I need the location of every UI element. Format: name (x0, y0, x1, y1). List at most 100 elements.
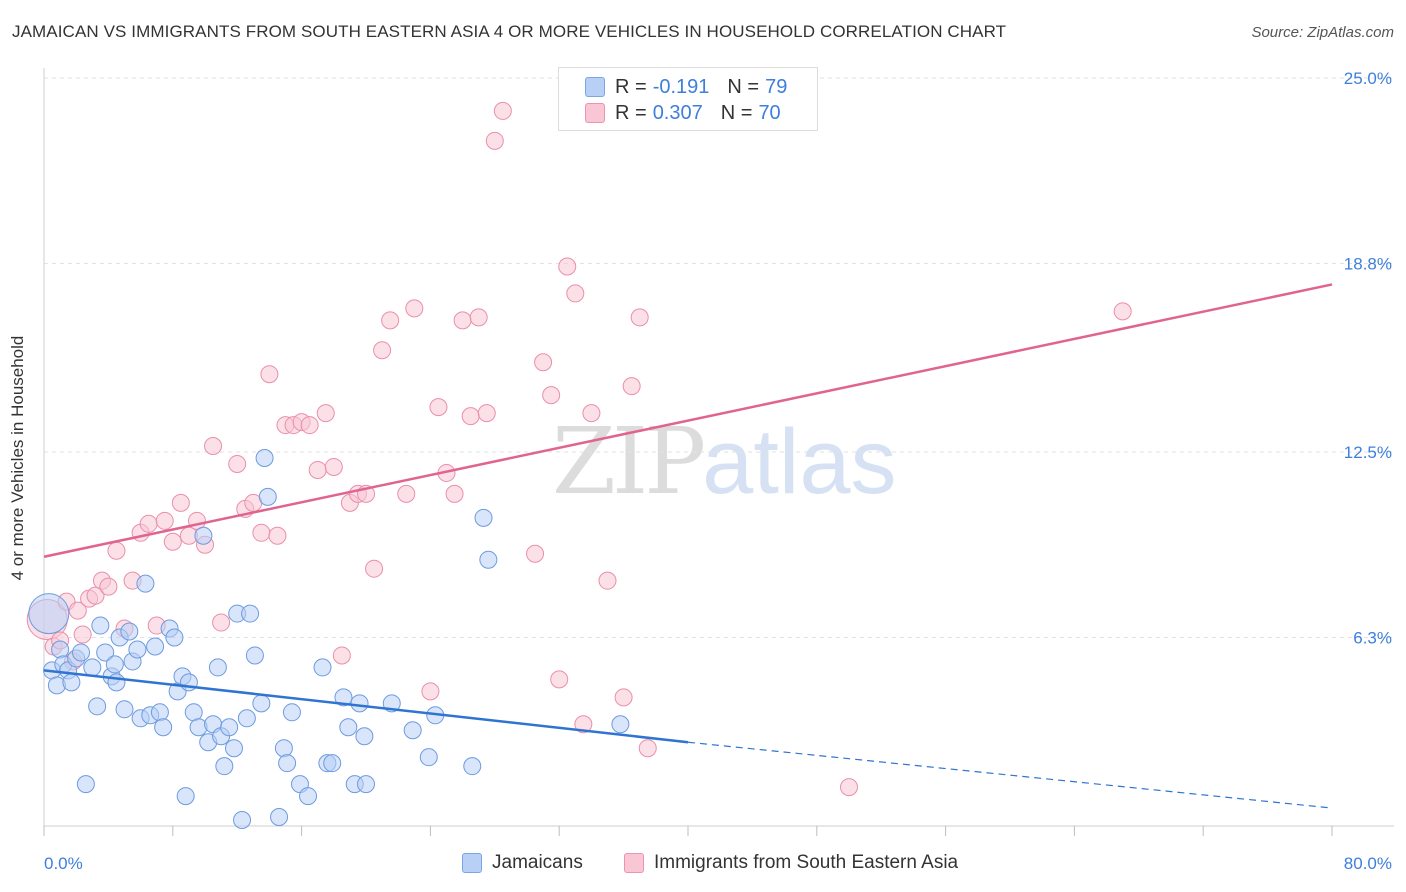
data-point-jamaicans (479, 550, 498, 569)
data-point-immigrants (139, 514, 158, 533)
data-point-jamaicans (474, 508, 493, 527)
data-point-immigrants (107, 541, 126, 560)
data-point-immigrants (598, 571, 617, 590)
data-point-jamaicans (76, 775, 95, 794)
watermark-atlas: atlas (702, 411, 897, 513)
data-point-immigrants (228, 454, 247, 473)
data-point-jamaicans (136, 574, 155, 593)
watermark: ZIPatlas (552, 408, 897, 515)
data-point-immigrants (566, 284, 585, 303)
stats-row-jamaicans: R = -0.191 N = 79 (585, 76, 787, 98)
data-point-immigrants (840, 778, 858, 797)
data-point-immigrants (163, 532, 182, 551)
data-point-immigrants (405, 299, 424, 318)
data-point-immigrants (68, 601, 87, 620)
legend-label-jamaicans: Jamaicans (492, 852, 583, 873)
data-point-immigrants (542, 386, 561, 405)
data-point-jamaicans (150, 703, 169, 722)
data-point-jamaicans (323, 754, 342, 773)
stats-row-immigrants: R = 0.307 N = 70 (585, 102, 781, 124)
data-point-jamaicans (237, 709, 256, 728)
data-point-jamaicans (252, 694, 271, 713)
legend-label-immigrants: Immigrants from South Eastern Asia (654, 852, 959, 873)
data-point-jamaicans (83, 658, 102, 677)
r-value-immigrants: 0.307 (652, 101, 703, 124)
data-point-jamaicans (96, 643, 115, 662)
data-point-jamaicans (350, 694, 369, 713)
data-point-jamaicans (120, 622, 139, 641)
jamaicans-swatch (585, 77, 605, 97)
watermark-zip: ZIP (552, 408, 706, 515)
data-point-immigrants (630, 308, 649, 327)
data-point-jamaicans (88, 697, 107, 716)
data-point-immigrants (252, 523, 271, 542)
data-point-immigrants (99, 577, 118, 596)
series-jamaicans-points (28, 448, 630, 830)
data-point-jamaicans (282, 703, 301, 722)
data-point-immigrants (155, 511, 174, 530)
data-point-jamaicans (241, 604, 260, 623)
data-point-jamaicans (208, 658, 227, 677)
n-label: N = (720, 101, 753, 124)
data-point-immigrants (332, 646, 351, 665)
data-point-jamaicans (62, 673, 81, 692)
series-legend: Jamaicans Immigrants from South Eastern … (0, 852, 1406, 878)
data-point-jamaicans (463, 757, 482, 776)
data-point-immigrants (421, 682, 440, 701)
legend-item-jamaicans[interactable]: Jamaicans (462, 852, 583, 874)
data-point-jamaicans (105, 655, 124, 674)
data-point-jamaicans (339, 718, 358, 737)
data-point-jamaicans (611, 715, 630, 734)
y-tick-label: 6.3% (1353, 629, 1392, 648)
data-point-immigrants (324, 457, 343, 476)
legend-item-immigrants[interactable]: Immigrants from South Eastern Asia (624, 852, 958, 874)
data-point-immigrants (477, 404, 496, 423)
x-tick-label-min: 0.0% (44, 854, 83, 873)
data-point-jamaicans (165, 628, 184, 647)
data-point-jamaicans (194, 526, 213, 545)
data-point-jamaicans (184, 703, 203, 722)
data-point-jamaicans (47, 676, 66, 695)
data-point-jamaicans (245, 646, 264, 665)
data-point-immigrants (574, 715, 593, 734)
y-axis-label: 4 or more Vehicles in Household (8, 335, 27, 581)
data-point-jamaicans (313, 658, 332, 677)
data-point-immigrants (73, 625, 92, 644)
grid-layer (44, 77, 1394, 639)
y-tick-label: 12.5% (1344, 443, 1392, 462)
data-point-immigrants (558, 257, 577, 276)
trend-line-immigrants (43, 283, 1333, 558)
source-label: Source: ZipAtlas.com (1251, 24, 1394, 41)
data-point-jamaicans (28, 593, 70, 635)
data-point-immigrants (429, 398, 448, 417)
data-point-immigrants (212, 613, 231, 632)
data-point-immigrants (171, 493, 190, 512)
data-point-jamaicans (355, 727, 374, 746)
data-point-immigrants (534, 353, 553, 372)
data-point-jamaicans (334, 688, 353, 707)
data-point-jamaicans (220, 718, 239, 737)
data-point-jamaicans (146, 637, 165, 656)
data-point-jamaicans (357, 775, 375, 794)
data-point-immigrants (397, 484, 416, 503)
n-label: N = (727, 75, 760, 98)
data-point-immigrants (204, 437, 223, 456)
y-tick-label: 18.8% (1344, 255, 1392, 274)
trend-line-jamaicans (43, 669, 689, 744)
series-immigrants-points (26, 101, 1132, 797)
data-point-immigrants (373, 341, 392, 360)
data-point-jamaicans (224, 739, 243, 758)
data-point-immigrants (469, 308, 488, 327)
data-point-jamaicans (258, 487, 277, 506)
immigrants-legend-swatch (624, 853, 644, 873)
data-point-jamaicans (91, 616, 110, 635)
data-point-jamaicans (176, 787, 195, 806)
data-point-jamaicans (107, 673, 126, 692)
stats-legend: R = -0.191 N = 79 R = 0.307 N = 70 (558, 67, 818, 131)
r-label: R = (615, 101, 647, 124)
data-point-jamaicans (128, 640, 147, 659)
data-point-immigrants (461, 407, 480, 426)
data-point-immigrants (365, 559, 384, 578)
data-point-immigrants (526, 544, 545, 563)
